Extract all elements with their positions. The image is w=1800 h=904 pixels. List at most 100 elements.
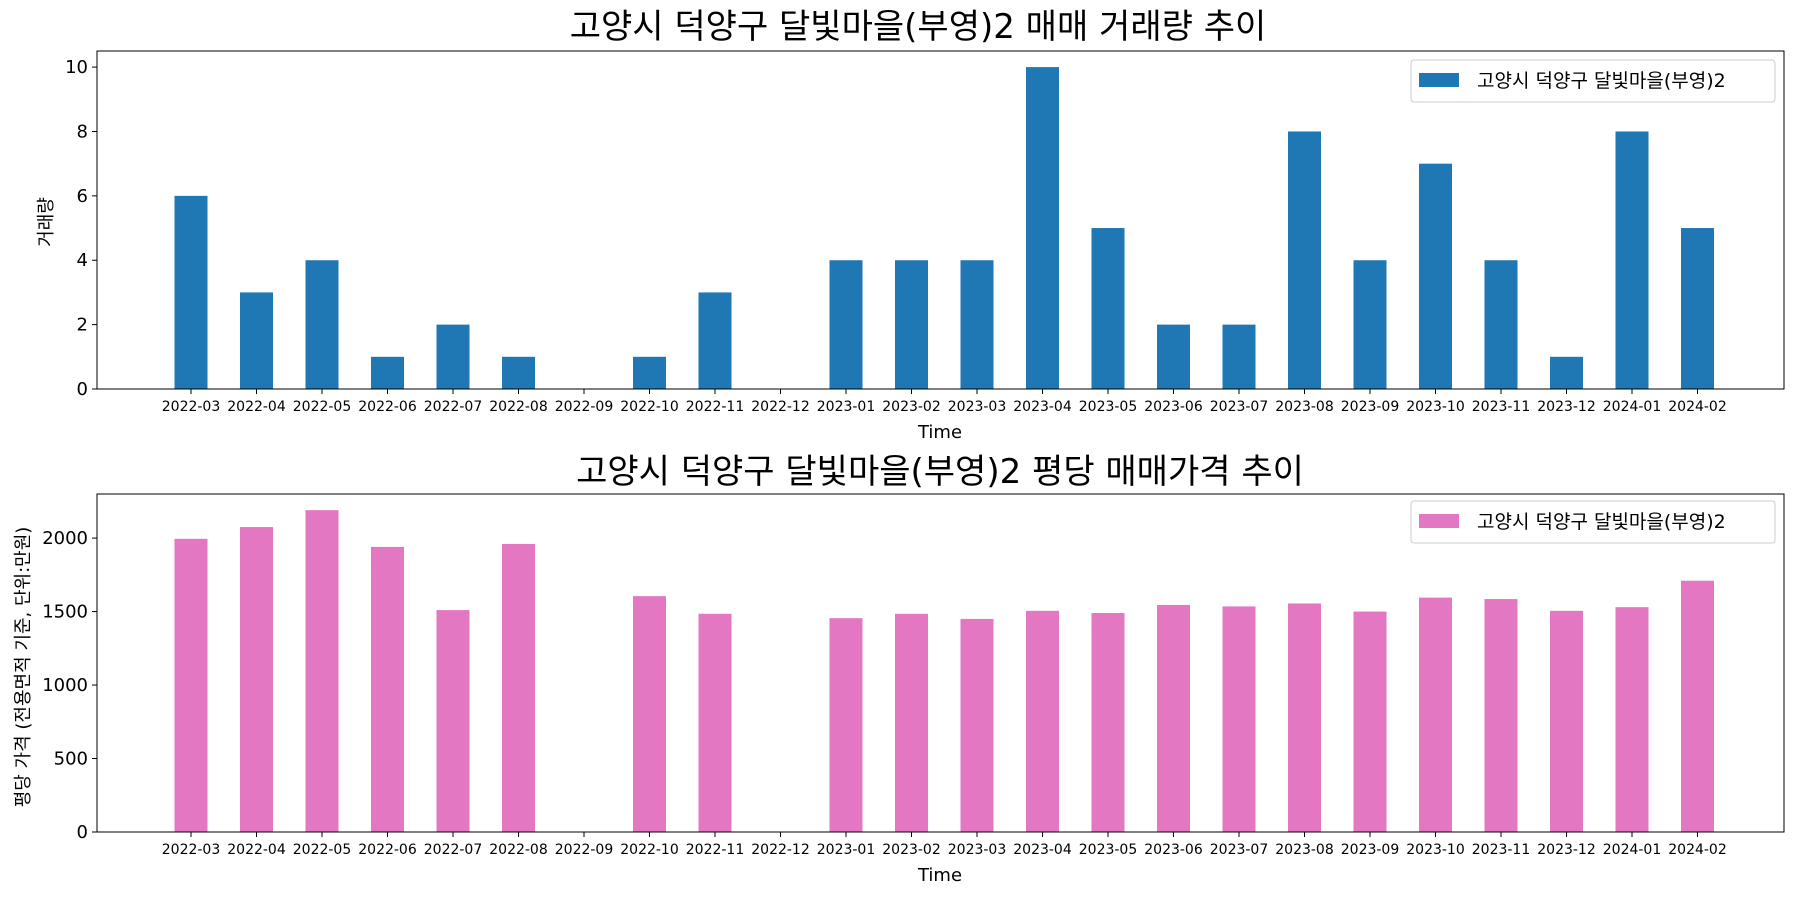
bar — [436, 324, 470, 389]
x-tick-label: 2022-11 — [686, 842, 745, 858]
y-tick-label: 2 — [77, 315, 88, 336]
y-axis-ticks: 0 2 4 6 8 10 — [65, 57, 97, 400]
x-tick-label: 2023-05 — [1079, 399, 1138, 415]
chart-title: 고양시 덕양구 달빛마을(부영)2 매매 거래량 추이 — [570, 7, 1267, 47]
x-tick-label: 2022-11 — [686, 399, 745, 415]
plot-frame — [96, 493, 1785, 833]
x-tick-label: 2023-12 — [1537, 842, 1596, 858]
x-tick-label: 2023-02 — [882, 399, 941, 415]
bar — [1288, 131, 1321, 389]
x-tick-label: 2023-05 — [1079, 842, 1138, 858]
y-axis-label: 거래량 — [36, 197, 57, 247]
x-tick-label: 2023-10 — [1406, 399, 1465, 415]
bar — [1484, 599, 1518, 832]
x-tick-label: 2022-04 — [227, 842, 286, 858]
x-tick-label: 2024-01 — [1603, 399, 1662, 415]
bar — [633, 356, 666, 389]
bar — [502, 356, 535, 389]
y-axis-label: 평당 가격 (전용면적 기준, 단위:만원) — [13, 527, 34, 808]
x-tick-label: 2023-01 — [817, 399, 876, 415]
bar — [1157, 604, 1190, 832]
x-tick-label: 2023-12 — [1537, 399, 1596, 415]
bar — [1222, 324, 1256, 389]
x-tick-label: 2023-04 — [1013, 842, 1072, 858]
y-tick-label: 8 — [77, 121, 88, 142]
bar — [1353, 260, 1387, 389]
bar — [1550, 356, 1583, 389]
plot-frame — [96, 50, 1785, 390]
bar — [305, 260, 339, 389]
x-tick-label: 2024-02 — [1668, 399, 1727, 415]
x-tick-label: 2023-10 — [1406, 842, 1465, 858]
x-axis-label: Time — [917, 865, 962, 886]
bar — [895, 260, 928, 389]
x-tick-label: 2023-04 — [1013, 399, 1072, 415]
x-tick-label: 2023-11 — [1472, 399, 1531, 415]
y-tick-label: 10 — [65, 57, 88, 78]
bar — [240, 292, 273, 389]
x-tick-label: 2023-01 — [817, 842, 876, 858]
bar — [174, 538, 208, 832]
chart-price-per-pyeong: 고양시 덕양구 달빛마을(부영)2 평당 매매가격 추이 평당 가격 (전용면적… — [13, 452, 1785, 886]
bar — [698, 292, 732, 389]
y-tick-label: 1500 — [42, 602, 88, 623]
x-tick-label: 2023-09 — [1341, 842, 1400, 858]
y-tick-label: 6 — [77, 186, 88, 207]
x-axis-ticks: 2022-03 2022-04 2022-05 2022-06 2022-07 2022-… — [162, 389, 1727, 415]
bar — [829, 260, 863, 389]
bar — [960, 260, 994, 389]
legend-box — [1410, 500, 1776, 544]
bar — [1091, 228, 1125, 389]
bar — [1484, 260, 1518, 389]
x-tick-label: 2022-07 — [424, 399, 483, 415]
x-tick-label: 2023-06 — [1144, 842, 1203, 858]
legend-label: 고양시 덕양구 달빛마을(부영)2 — [1477, 70, 1726, 92]
x-tick-label: 2022-08 — [489, 842, 548, 858]
x-tick-label: 2023-03 — [948, 399, 1007, 415]
y-tick-label: 0 — [77, 379, 88, 400]
y-tick-label: 4 — [77, 250, 88, 271]
x-tick-label: 2022-07 — [424, 842, 483, 858]
x-tick-label: 2022-03 — [162, 399, 221, 415]
bar — [1288, 603, 1321, 832]
bar-series — [174, 67, 1714, 389]
x-tick-label: 2022-04 — [227, 399, 286, 415]
bar — [633, 596, 666, 832]
legend-swatch — [1419, 73, 1459, 87]
x-tick-label: 2022-09 — [555, 842, 614, 858]
x-tick-label: 2023-06 — [1144, 399, 1203, 415]
bar — [895, 613, 928, 832]
bar — [1681, 228, 1714, 389]
bar — [371, 356, 404, 389]
bar — [960, 618, 994, 832]
legend-swatch — [1419, 514, 1459, 528]
bar — [1353, 611, 1387, 832]
bar — [1615, 607, 1649, 832]
x-tick-label: 2022-03 — [162, 842, 221, 858]
x-axis-label: Time — [917, 422, 962, 443]
legend-box — [1410, 59, 1776, 103]
bar — [1550, 610, 1583, 832]
bar — [371, 546, 404, 832]
bar — [829, 618, 863, 832]
bar — [1222, 606, 1256, 832]
bar — [1681, 580, 1714, 832]
x-tick-label: 2022-08 — [489, 399, 548, 415]
x-tick-label: 2023-07 — [1210, 399, 1269, 415]
x-tick-label: 2022-09 — [555, 399, 614, 415]
chart-transaction-volume: 고양시 덕양구 달빛마을(부영)2 매매 거래량 추이 거래량 Time 202… — [36, 7, 1785, 443]
bar — [1419, 597, 1452, 832]
bar — [305, 510, 339, 832]
x-tick-label: 2022-10 — [620, 399, 679, 415]
x-tick-label: 2023-07 — [1210, 842, 1269, 858]
bar — [174, 195, 208, 389]
x-axis-ticks: 2022-03 2022-04 2022-05 2022-06 2022-07 2022-… — [162, 832, 1727, 858]
y-tick-label: 2000 — [42, 528, 88, 549]
x-tick-label: 2022-12 — [751, 842, 810, 858]
legend: 고양시 덕양구 달빛마을(부영)2 — [1410, 500, 1776, 544]
x-tick-label: 2023-08 — [1275, 842, 1334, 858]
legend: 고양시 덕양구 달빛마을(부영)2 — [1410, 59, 1776, 103]
bar — [1419, 163, 1452, 389]
